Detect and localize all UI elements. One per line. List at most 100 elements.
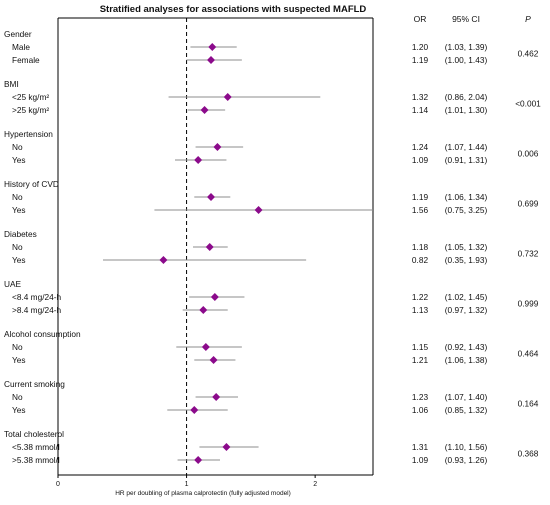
- ci-value: (1.07, 1.44): [445, 142, 488, 152]
- or-value: 1.18: [412, 242, 429, 252]
- or-value: 1.22: [412, 292, 429, 302]
- estimate-marker: [201, 343, 210, 351]
- x-tick-label: 2: [313, 481, 317, 488]
- or-value: 1.24: [412, 142, 429, 152]
- x-tick-label: 0: [56, 481, 60, 488]
- or-value: 0.82: [412, 255, 429, 265]
- group-label: Current smoking: [4, 379, 65, 389]
- ci-value: (1.06, 1.34): [445, 192, 488, 202]
- ci-value: (1.00, 1.43): [445, 55, 488, 65]
- p-value: 0.164: [518, 399, 539, 409]
- ci-value: (0.92, 1.43): [445, 342, 488, 352]
- estimate-marker: [194, 156, 203, 164]
- or-value: 1.31: [412, 442, 429, 452]
- estimate-marker: [208, 43, 217, 51]
- ci-value: (0.97, 1.32): [445, 305, 488, 315]
- or-value: 1.09: [412, 455, 429, 465]
- estimate-marker: [254, 206, 263, 214]
- estimate-marker: [223, 93, 232, 101]
- group-label: BMI: [4, 79, 19, 89]
- ci-value: (1.10, 1.56): [445, 442, 488, 452]
- row-label: <25 kg/m²: [12, 92, 49, 102]
- row-label: <8.4 mg/24-h: [12, 292, 62, 302]
- or-value: 1.19: [412, 55, 429, 65]
- ci-value: (0.75, 3.25): [445, 205, 488, 215]
- group-label: Total cholesterol: [4, 429, 64, 439]
- group-label: History of CVD: [4, 179, 59, 189]
- estimate-marker: [209, 356, 218, 364]
- ci-value: (1.06, 1.38): [445, 355, 488, 365]
- or-value: 1.19: [412, 192, 429, 202]
- p-value: 0.462: [518, 49, 539, 59]
- row-label: Yes: [12, 155, 26, 165]
- row-label: No: [12, 342, 23, 352]
- row-label: Yes: [12, 355, 26, 365]
- row-label: Male: [12, 42, 30, 52]
- row-label: >25 kg/m²: [12, 105, 49, 115]
- ci-value: (1.05, 1.32): [445, 242, 488, 252]
- ci-value: (1.01, 1.30): [445, 105, 488, 115]
- ci-value: (0.86, 2.04): [445, 92, 488, 102]
- group-label: Diabetes: [4, 229, 37, 239]
- plot-layer: 0 1 2 Gender 0.462 Male 1.20 (1.03, 1.39) Female…: [4, 17, 541, 488]
- group-label: Hypertension: [4, 129, 53, 139]
- header-or: OR: [414, 14, 427, 24]
- row-label: >5.38 mmol/l: [12, 455, 60, 465]
- estimate-marker: [212, 393, 221, 401]
- group-label: Alcohol consumption: [4, 329, 81, 339]
- p-value: 0.368: [518, 449, 539, 459]
- row-label: Yes: [12, 255, 26, 265]
- p-value: 0.699: [518, 199, 539, 209]
- or-value: 1.21: [412, 355, 429, 365]
- row-label: <5.38 mmol/l: [12, 442, 60, 452]
- group-label: Gender: [4, 29, 32, 39]
- row-label: No: [12, 392, 23, 402]
- row-label: Yes: [12, 205, 26, 215]
- estimate-marker: [207, 193, 215, 201]
- estimate-marker: [205, 243, 214, 251]
- row-label: No: [12, 142, 23, 152]
- or-value: 1.09: [412, 155, 429, 165]
- estimate-marker: [194, 456, 203, 464]
- or-value: 1.06: [412, 405, 429, 415]
- row-label: No: [12, 192, 23, 202]
- ci-value: (1.07, 1.40): [445, 392, 488, 402]
- or-value: 1.14: [412, 105, 429, 115]
- estimate-marker: [210, 293, 219, 301]
- row-label: Yes: [12, 405, 26, 415]
- chart-title: Stratified analyses for associations wit…: [100, 4, 367, 15]
- estimate-marker: [213, 143, 222, 151]
- header-p: P: [525, 14, 531, 24]
- ci-value: (0.35, 1.93): [445, 255, 488, 265]
- ci-value: (1.02, 1.45): [445, 292, 488, 302]
- ci-value: (0.93, 1.26): [445, 455, 488, 465]
- p-value: 0.732: [518, 249, 539, 259]
- estimate-marker: [159, 256, 168, 264]
- or-value: 1.23: [412, 392, 429, 402]
- ci-value: (0.85, 1.32): [445, 405, 488, 415]
- row-label: No: [12, 242, 23, 252]
- estimate-marker: [199, 306, 208, 314]
- row-label: >8.4 mg/24-h: [12, 305, 62, 315]
- header-ci: 95% CI: [452, 14, 480, 24]
- or-value: 1.56: [412, 205, 429, 215]
- ci-value: (0.91, 1.31): [445, 155, 488, 165]
- or-value: 1.15: [412, 342, 429, 352]
- p-value: 0.006: [518, 149, 539, 159]
- p-value: 0.464: [518, 349, 539, 359]
- estimate-marker: [207, 56, 215, 64]
- p-value: <0.001: [515, 99, 541, 109]
- estimate-marker: [222, 443, 231, 451]
- x-tick-label: 1: [185, 481, 189, 488]
- row-label: Female: [12, 55, 40, 65]
- or-value: 1.13: [412, 305, 429, 315]
- x-axis-label: HR per doubling of plasma calprotectin (…: [115, 490, 291, 497]
- p-value: 0.999: [518, 299, 539, 309]
- ci-value: (1.03, 1.39): [445, 42, 488, 52]
- group-label: UAE: [4, 279, 22, 289]
- estimate-marker: [190, 406, 199, 414]
- or-value: 1.20: [412, 42, 429, 52]
- or-value: 1.32: [412, 92, 429, 102]
